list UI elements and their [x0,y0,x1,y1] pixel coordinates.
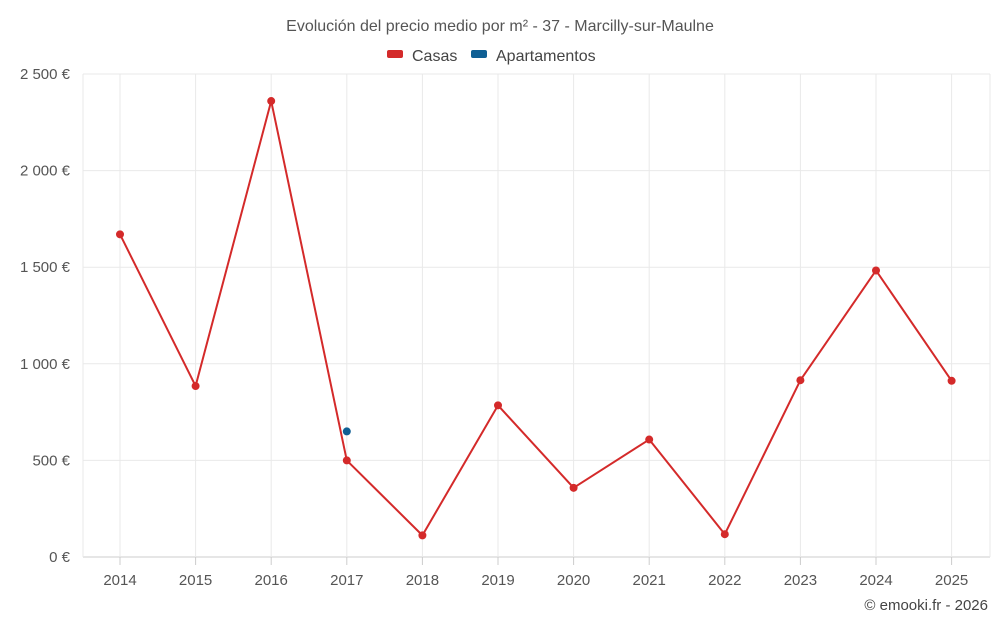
x-tick-label: 2019 [481,572,514,589]
grid [82,73,991,558]
y-tick-label: 2 500 € [20,66,71,83]
x-tick-label: 2016 [255,572,288,589]
x-tick-label: 2023 [784,572,817,589]
data-point-casas[interactable] [191,382,200,391]
data-point-apartamentos[interactable] [342,427,351,436]
series-line-casas [119,100,953,537]
data-point-casas[interactable] [494,401,502,410]
legend-label-casas: Casas [412,48,457,65]
legend-swatch-apartamentos [471,50,487,58]
data-point-casas[interactable] [720,530,729,539]
data-point-casas[interactable] [645,435,654,444]
x-tick-label: 2017 [330,572,363,589]
x-tick-label: 2021 [633,572,666,589]
x-tick-label: 2014 [103,572,136,589]
y-tick-label: 2 000 € [20,163,71,180]
data-point-casas[interactable] [267,97,276,106]
plot-area [116,97,956,540]
chart-title: Evolución del precio medio por m² - 37 -… [286,18,714,35]
legend-item-casas[interactable]: Casas [387,48,457,65]
x-axis: 2014 2015 2016 2017 2018 2019 2020 2021 2022 2023… [103,557,968,589]
x-tick-label: 2015 [179,572,212,589]
data-point-casas[interactable] [569,483,578,492]
data-point-casas[interactable] [116,230,124,239]
x-tick-label: 2022 [708,572,741,589]
y-tick-label: 1 500 € [20,259,71,276]
credit: © emooki.fr - 2026 [864,597,988,614]
data-point-casas[interactable] [947,376,956,385]
legend-swatch-casas [387,50,403,58]
data-point-casas[interactable] [418,531,427,540]
data-point-casas[interactable] [872,266,880,275]
x-tick-label: 2024 [859,572,892,589]
legend-item-apartamentos[interactable]: Apartamentos [471,48,596,65]
x-tick-label: 2018 [406,572,439,589]
y-tick-label: 500 € [32,452,70,469]
x-tick-label: 2020 [557,572,590,589]
data-point-casas[interactable] [796,376,805,385]
legend: Casas Apartamentos [387,48,596,65]
legend-label-apartamentos: Apartamentos [496,48,596,65]
y-tick-label: 0 € [49,549,71,566]
y-tick-label: 1 000 € [20,356,71,373]
x-tick-label: 2025 [935,572,968,589]
y-axis: 0 € 500 € 1 000 € 1 500 € 2 000 € 2 500 € [20,66,71,566]
data-point-casas[interactable] [342,456,351,465]
